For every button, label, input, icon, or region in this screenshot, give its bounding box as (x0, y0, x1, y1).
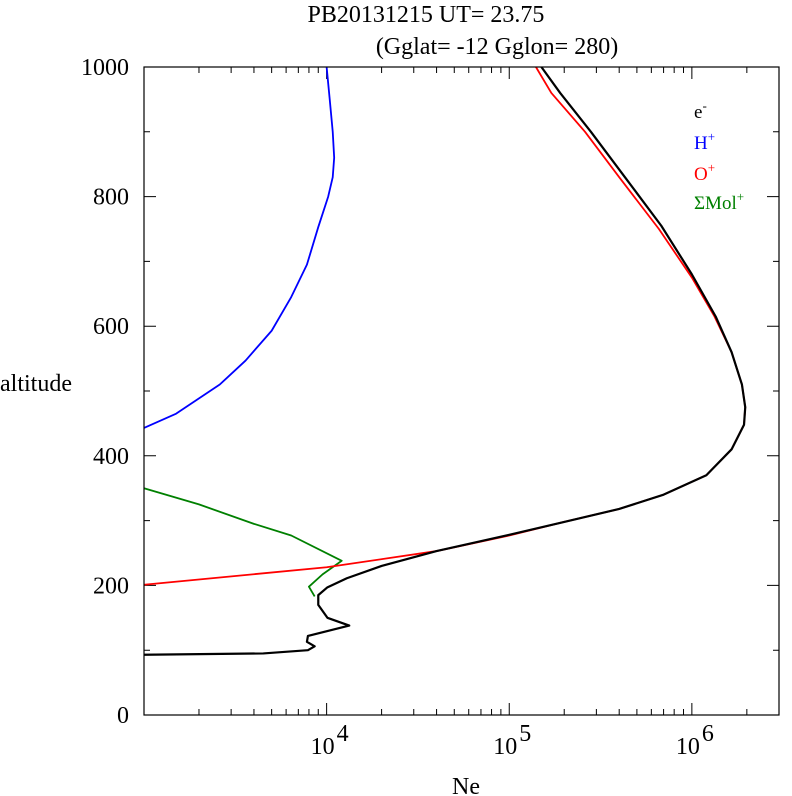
y-tick-labels: 0 200 400 600 800 1000 (81, 55, 129, 729)
x-tick-label: 10 (493, 734, 517, 760)
legend-entry: O+ (694, 160, 715, 185)
x-tick-label: 10 (311, 734, 335, 760)
legend-entry: H+ (694, 129, 715, 154)
series-line-h (143, 66, 336, 429)
series-group (143, 66, 747, 656)
series-line-mol (143, 487, 343, 597)
y-axis-label: altitude (0, 371, 72, 397)
y-tick-label: 200 (93, 573, 129, 599)
series-line-e (143, 66, 747, 656)
tick-marks (143, 66, 780, 716)
chart-subtitle: (Gglat= -12 Gglon= 280) (376, 34, 618, 60)
y-tick-label: 600 (93, 314, 129, 340)
x-tick-exponent: 6 (702, 721, 714, 747)
y-tick-label: 400 (93, 444, 129, 470)
legend: e- H+ O+ ΣMol+ (694, 98, 744, 214)
x-tick-exponent: 5 (519, 721, 531, 747)
x-tick-exponent: 4 (337, 721, 349, 747)
y-tick-label: 1000 (81, 55, 129, 81)
series-line-o (143, 66, 747, 586)
x-tick-label: 10 (676, 734, 700, 760)
x-tick-labels: 10 4 10 5 10 6 (311, 721, 714, 760)
y-tick-label: 0 (117, 703, 129, 729)
x-axis-label: Ne (452, 774, 480, 796)
legend-entry: e- (694, 98, 707, 123)
axis-ticks (143, 66, 780, 716)
y-tick-label: 800 (93, 185, 129, 211)
plot-frame (143, 66, 780, 716)
legend-entry: ΣMol+ (694, 189, 744, 214)
chart-title: PB20131215 UT= 23.75 (308, 2, 545, 28)
